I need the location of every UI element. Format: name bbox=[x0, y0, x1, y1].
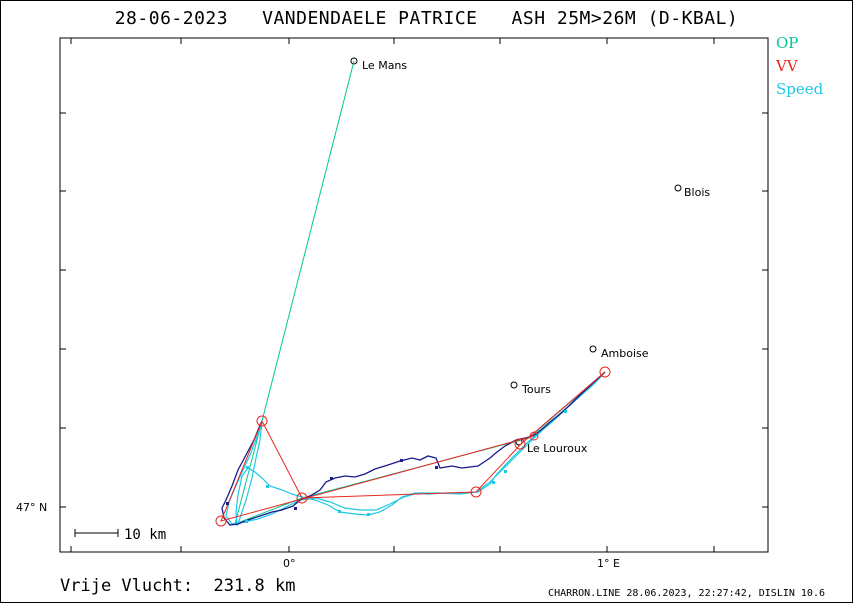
place-tours-label: Tours bbox=[521, 383, 551, 396]
place-amboise: Amboise bbox=[589, 345, 649, 360]
place-amboise-label: Amboise bbox=[601, 347, 649, 360]
legend-op: OP bbox=[776, 34, 799, 52]
vv-turnpoints bbox=[215, 366, 611, 527]
lon-label-0: 0° bbox=[283, 557, 296, 570]
vv-route-line bbox=[261, 371, 606, 499]
lon-ticks bbox=[70, 38, 715, 552]
scale-bar-label: 10 km bbox=[124, 527, 166, 543]
map-title: 28-06-2023 VANDENDAELE PATRICE ASH 25M>2… bbox=[0, 8, 853, 29]
plot-frame bbox=[59, 37, 769, 553]
title-pilot: VANDENDAELE PATRICE bbox=[262, 8, 478, 29]
place-blois: Blois bbox=[674, 184, 710, 199]
distance-summary: Vrije Vlucht: 231.8 km bbox=[60, 576, 295, 596]
speed-markers bbox=[245, 410, 567, 523]
place-le-mans-label: Le Mans bbox=[362, 59, 407, 72]
vv-route-line-2 bbox=[220, 420, 535, 522]
title-date: 28-06-2023 bbox=[114, 8, 229, 29]
legend-speed: Speed bbox=[776, 80, 824, 98]
lat-ticks bbox=[60, 112, 768, 508]
place-le-louroux: Le Louroux bbox=[515, 438, 588, 455]
lat-label: 47° N bbox=[16, 501, 47, 514]
place-blois-label: Blois bbox=[684, 186, 710, 199]
place-le-mans: Le Mans bbox=[350, 57, 407, 72]
place-le-louroux-label: Le Louroux bbox=[527, 442, 588, 455]
scale-bar: 10 km bbox=[74, 527, 166, 543]
title-aircraft: ASH 25M>26M (D-KBAL) bbox=[511, 8, 739, 29]
op-route-line bbox=[234, 60, 606, 525]
distance-label: Vrije Vlucht: bbox=[60, 576, 194, 596]
place-tours: Tours bbox=[510, 381, 551, 396]
distance-value: 231.8 km bbox=[213, 576, 296, 596]
altitude-markers bbox=[226, 459, 438, 510]
lon-label-1: 1° E bbox=[597, 557, 620, 570]
legend-vv: VV bbox=[776, 57, 798, 75]
source-credit: CHARRON.LINE 28.06.2023, 22:27:42, DISLI… bbox=[548, 588, 825, 599]
